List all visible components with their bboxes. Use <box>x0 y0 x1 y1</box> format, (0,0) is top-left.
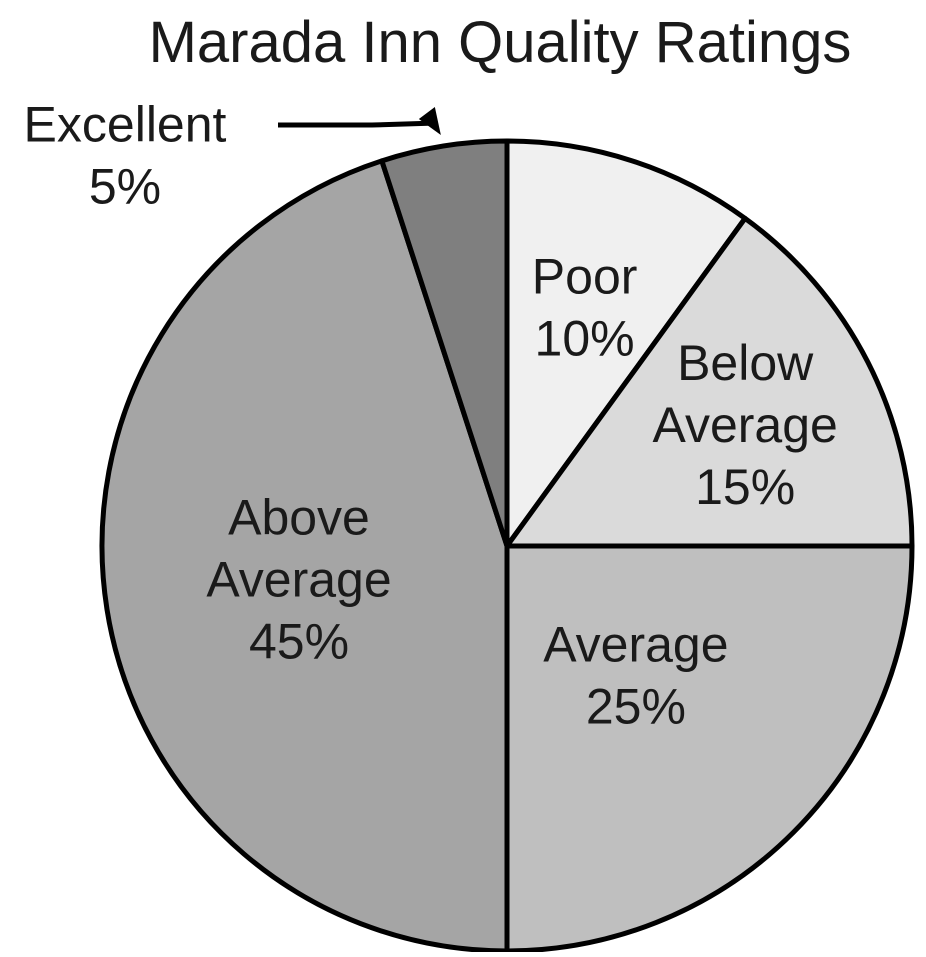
slice-label-poor: Poor 10% <box>532 249 638 367</box>
slice-category-label: Average <box>206 551 391 607</box>
slice-category-label: Excellent <box>24 97 227 153</box>
slice-value-label: 25% <box>586 678 686 734</box>
slice-label-excellent: Excellent 5% <box>24 97 227 215</box>
labels-layer: Poor 10% Below Average 15% Average 25% Above Ave… <box>24 97 838 735</box>
slice-value-label: 5% <box>89 159 161 215</box>
slice-value-label: 15% <box>695 459 795 515</box>
slice-label-average: Average 25% <box>543 616 728 734</box>
slice-label-below-average: Below Average 15% <box>653 335 838 515</box>
slice-label-above-average: Above Average 45% <box>206 489 391 669</box>
slice-category-label: Average <box>543 616 728 672</box>
pie-slice-poor <box>504 138 748 549</box>
pie-slice-average <box>504 543 915 954</box>
chart-title: Marada Inn Quality Ratings <box>149 10 852 75</box>
slice-category-label: Above <box>228 489 370 545</box>
leader-line <box>278 120 437 128</box>
leader-arrowhead <box>418 107 441 136</box>
slice-value-label: 10% <box>535 311 635 367</box>
slices-layer <box>99 138 915 954</box>
pie-slice-below-average <box>504 215 915 549</box>
slice-category-label: Poor <box>532 249 638 305</box>
pie-slice-above-average <box>99 158 510 954</box>
slice-category-label: Below <box>677 335 814 391</box>
slice-value-label: 45% <box>249 613 349 669</box>
pie-slice-excellent <box>379 138 510 549</box>
slice-category-label: Average <box>653 397 838 453</box>
